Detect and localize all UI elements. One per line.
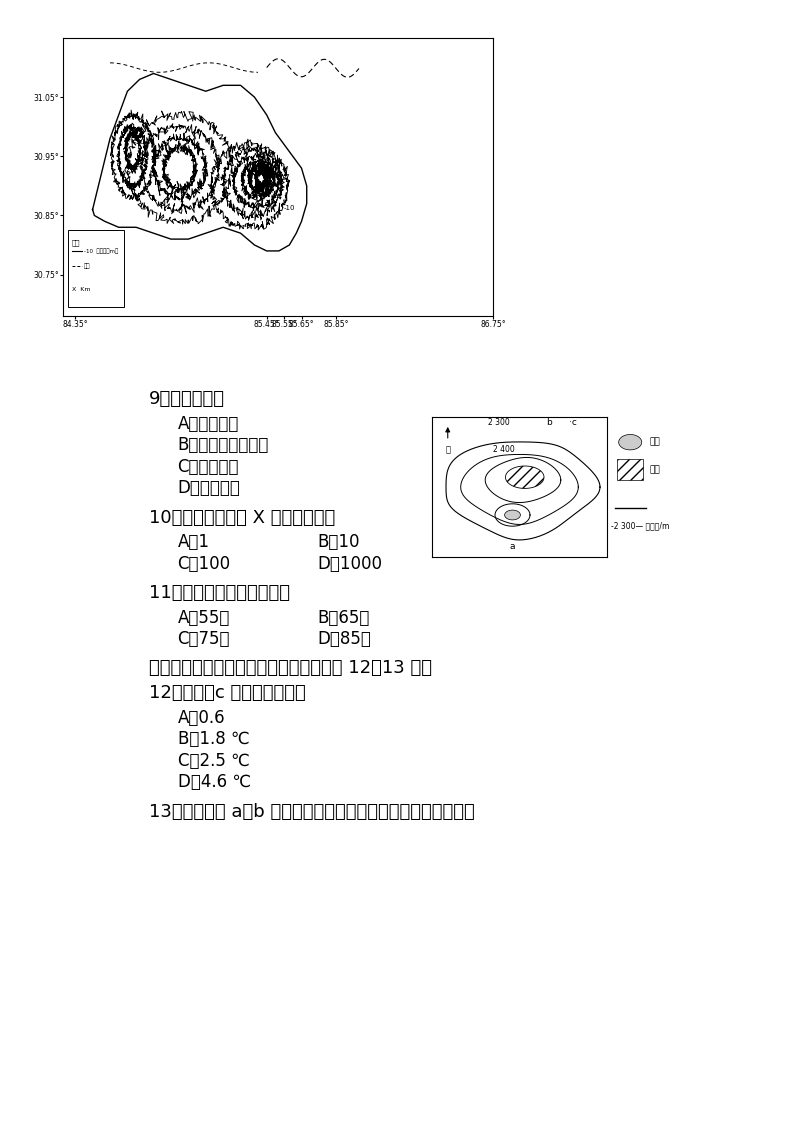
Text: 12．此时，c 点的气温大约为: 12．此时，c 点的气温大约为 (149, 684, 306, 702)
Text: D．四川盆地: D．四川盆地 (178, 479, 240, 497)
Text: C．75米: C．75米 (178, 631, 230, 649)
Text: ·c: ·c (569, 419, 576, 428)
Text: 读「某山峰周围情况示意图」，回答下列 12～13 题。: 读「某山峰周围情况示意图」，回答下列 12～13 题。 (149, 660, 432, 677)
Text: 图例: 图例 (72, 239, 80, 246)
Text: B．1.8 ℃: B．1.8 ℃ (178, 730, 249, 748)
Polygon shape (618, 458, 643, 480)
Text: -10: -10 (134, 139, 146, 146)
Text: A．55米: A．55米 (178, 609, 230, 627)
Text: -2 300— 等高线/m: -2 300— 等高线/m (611, 522, 670, 531)
Text: 2 300: 2 300 (488, 419, 510, 428)
Text: A．东北平原: A．东北平原 (178, 414, 239, 432)
Text: C．100: C．100 (178, 555, 230, 573)
Text: 9．该湖泊位于: 9．该湖泊位于 (149, 389, 225, 408)
Text: 10．图上比例尺中 X 代表的数値为: 10．图上比例尺中 X 代表的数値为 (149, 508, 335, 526)
Text: A．0.6: A．0.6 (178, 709, 225, 727)
Text: B．长江中下游平原: B．长江中下游平原 (178, 436, 269, 454)
Text: -10  等深线（m）: -10 等深线（m） (84, 248, 118, 254)
Text: 北: 北 (446, 445, 450, 454)
Text: 积雪: 积雪 (650, 465, 660, 474)
Text: 2 400: 2 400 (494, 445, 515, 454)
Text: 河流: 河流 (84, 263, 90, 268)
Text: -10: -10 (283, 205, 295, 211)
Polygon shape (505, 511, 520, 520)
Text: D．4.6 ℃: D．4.6 ℃ (178, 773, 250, 791)
FancyBboxPatch shape (68, 230, 124, 307)
Text: A．1: A．1 (178, 533, 210, 551)
Text: a: a (510, 541, 515, 550)
Text: 湖泊: 湖泊 (650, 438, 660, 447)
Text: X  Km: X Km (72, 286, 90, 292)
Text: C．青藏高原: C．青藏高原 (178, 457, 239, 475)
Text: 13．沿上图中 a～b 剖面线绘制的地形剖面图是下面四幅图中的: 13．沿上图中 a～b 剖面线绘制的地形剖面图是下面四幅图中的 (149, 803, 474, 821)
Text: b: b (546, 419, 551, 428)
Polygon shape (618, 435, 642, 449)
Text: 11．该湖泊最大深度可能为: 11．该湖泊最大深度可能为 (149, 584, 290, 602)
Text: D．85米: D．85米 (317, 631, 371, 649)
Text: C．2.5 ℃: C．2.5 ℃ (178, 752, 250, 770)
Text: B．65米: B．65米 (317, 609, 370, 627)
Text: D．1000: D．1000 (317, 555, 382, 573)
Polygon shape (506, 466, 544, 488)
Text: B．10: B．10 (317, 533, 359, 551)
